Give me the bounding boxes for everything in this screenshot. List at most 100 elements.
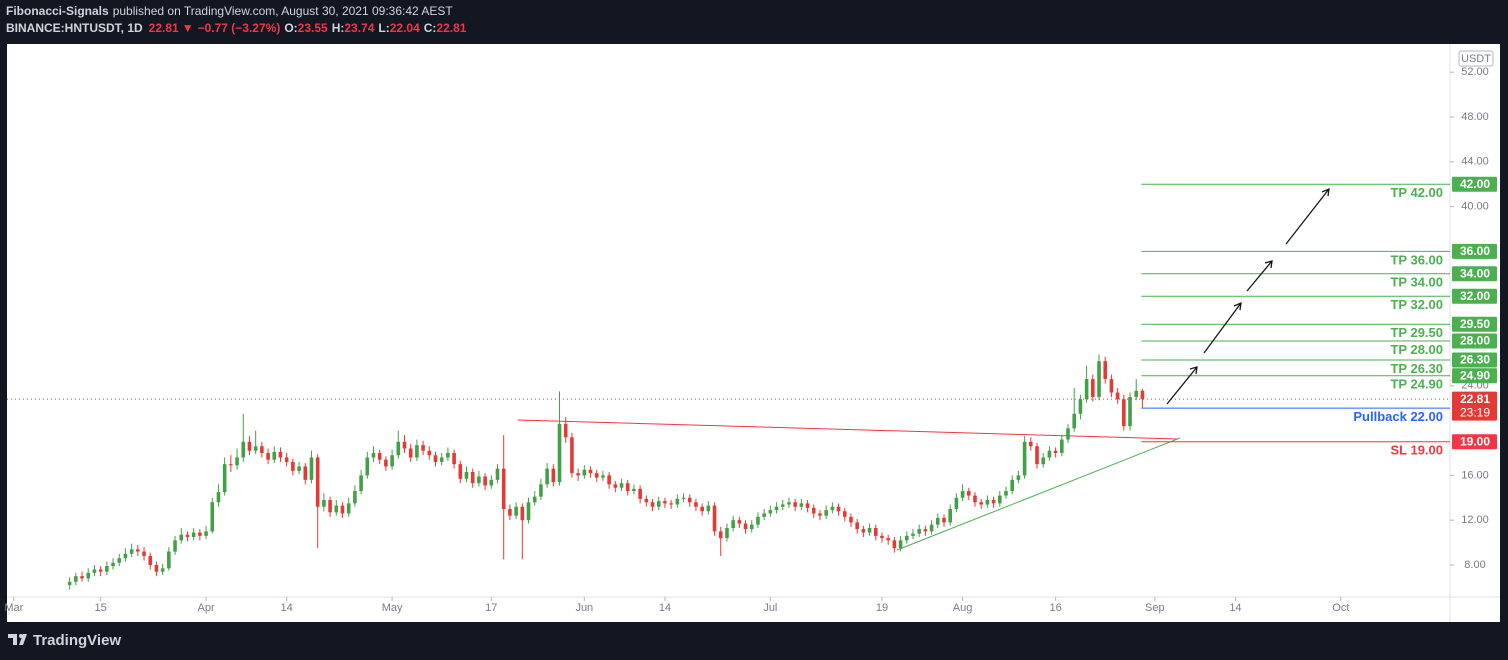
candle-body — [235, 457, 239, 466]
candle-body — [563, 423, 568, 438]
candle-body — [849, 516, 853, 523]
level-badge-label: 29.50 — [1460, 317, 1490, 331]
candle-body — [855, 522, 859, 530]
candle-body — [1084, 379, 1089, 400]
candles — [67, 354, 1145, 590]
candle-body — [390, 455, 394, 467]
candle-body — [210, 502, 215, 532]
candle-body — [1041, 457, 1046, 465]
candle-body — [260, 446, 264, 453]
candle-body — [545, 468, 549, 485]
arrow — [1166, 366, 1198, 405]
candle-body — [613, 484, 618, 488]
candle-body — [123, 553, 128, 559]
candle-body — [656, 501, 661, 507]
candle-body — [650, 502, 655, 507]
level-badge-label: 36.00 — [1460, 244, 1490, 258]
candle-body — [861, 529, 866, 533]
candle-body — [1016, 475, 1021, 480]
candle-body — [532, 496, 537, 503]
candle-body — [452, 452, 456, 465]
candle-body — [842, 511, 847, 517]
candle-body — [886, 538, 890, 541]
candle-body — [408, 448, 413, 458]
candle-body — [991, 500, 996, 504]
candle-body — [731, 520, 735, 529]
arrow — [1246, 260, 1273, 292]
candle-body — [74, 576, 78, 582]
candle-body — [1134, 390, 1139, 397]
candle-body — [997, 495, 1002, 504]
x-tick-label: 17 — [485, 602, 497, 614]
x-tick-label: Jul — [763, 602, 777, 614]
candle-body — [694, 502, 698, 507]
candle-body — [1115, 392, 1120, 400]
candle-body — [204, 531, 208, 536]
candle-body — [774, 506, 779, 511]
candle-body — [433, 455, 438, 462]
candle-body — [663, 501, 667, 504]
candle-body — [136, 549, 140, 552]
candle-body — [1060, 439, 1064, 453]
candle-body — [1053, 450, 1058, 453]
last-price-badge — [1452, 391, 1497, 421]
level-badge — [1452, 176, 1497, 192]
axes: 8.0012.0016.0024.0040.0044.0048.0052.00M… — [4, 66, 1497, 614]
candle-body — [154, 564, 159, 572]
countdown: 23:19 — [1460, 405, 1490, 419]
candle-body — [365, 457, 370, 476]
candle-body — [935, 517, 940, 525]
candle-body — [1097, 361, 1101, 397]
level-badge — [1452, 316, 1497, 332]
candle-body — [1109, 379, 1114, 393]
candle-body — [793, 502, 797, 507]
candle-body — [681, 497, 686, 499]
level-badge-label: 34.00 — [1460, 266, 1490, 280]
h-label: H: — [332, 21, 345, 35]
currency: USDT — [1461, 53, 1491, 65]
candle-body — [98, 569, 103, 572]
candle-body — [1128, 396, 1132, 427]
candle-body — [557, 423, 562, 483]
y-tick-label: 40.00 — [1461, 201, 1489, 213]
y-tick-label: 52.00 — [1461, 66, 1489, 78]
candle-body — [588, 469, 593, 474]
candle-body — [1140, 390, 1145, 400]
last-price-badge-label: 22.81 — [1460, 392, 1490, 406]
candle-body — [483, 476, 487, 486]
candle-body — [768, 510, 773, 514]
level-label: TP 32.00 — [1390, 297, 1443, 312]
candle-body — [284, 457, 289, 462]
candle-body — [644, 498, 649, 503]
candle-body — [322, 500, 326, 507]
candle-body — [929, 524, 934, 532]
level-badge-label: 24.90 — [1460, 368, 1490, 382]
candle-body — [632, 488, 636, 492]
level-badge — [1452, 434, 1497, 450]
candle-body — [923, 529, 928, 532]
candle-body — [117, 558, 122, 563]
candle-body — [173, 540, 177, 552]
candle-body — [917, 529, 921, 534]
candle-body — [836, 506, 841, 512]
candle-body — [229, 464, 233, 466]
level-badge — [1452, 352, 1497, 368]
y-tick-label: 12.00 — [1461, 514, 1489, 526]
candle-body — [222, 464, 227, 493]
x-tick-label: 14 — [659, 602, 671, 614]
candle-body — [966, 491, 971, 496]
candle-body — [458, 464, 463, 479]
candle-body — [309, 457, 314, 480]
candle-body — [873, 528, 878, 536]
candle-body — [576, 473, 580, 476]
x-tick-label: 15 — [95, 602, 107, 614]
candle-body — [1122, 399, 1126, 427]
level-badge-label: 26.30 — [1460, 353, 1490, 367]
candle-body — [371, 452, 376, 458]
x-tick-label: Mar — [4, 602, 23, 614]
candle-body — [892, 540, 897, 549]
x-tick-label: Jun — [575, 602, 593, 614]
candle-body — [315, 457, 320, 507]
candle-body — [1004, 491, 1008, 496]
candle-body — [1072, 413, 1077, 429]
